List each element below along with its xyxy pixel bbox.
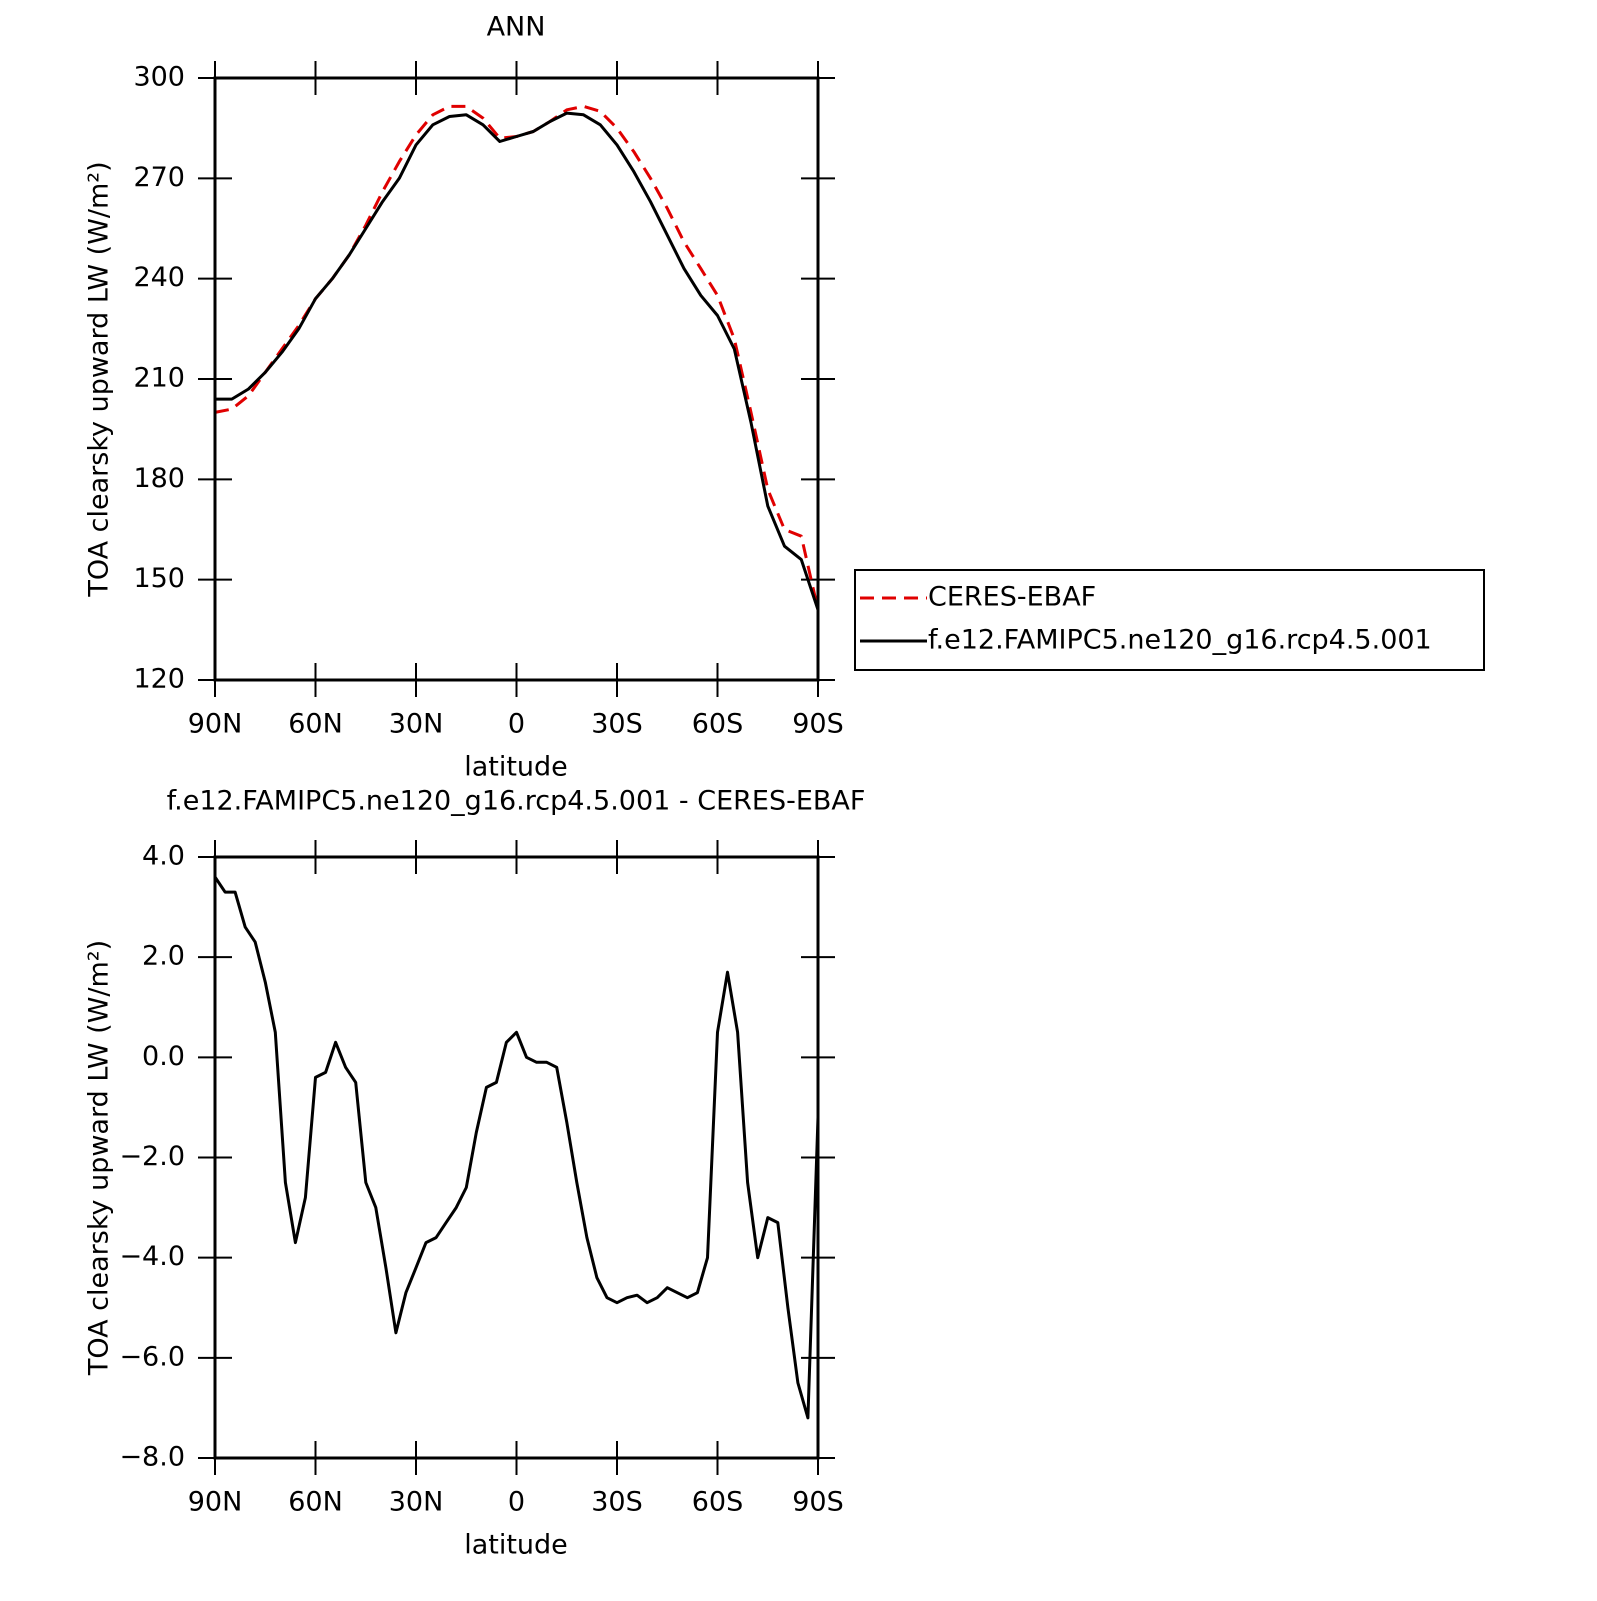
y-axis-label: TOA clearsky upward LW (W/m²) [84,940,115,1376]
x-axis-label: latitude [464,1530,568,1561]
legend-box [854,569,1485,671]
data-line [213,876,820,1420]
x-tick-label: 30N [389,709,444,740]
plot-frame [213,855,820,1460]
y-tick-label: −8.0 [119,1442,185,1473]
y-tick-label: −4.0 [119,1241,185,1272]
x-tick-label: 60N [288,709,343,740]
x-tick-label: 90N [188,1487,243,1518]
data-line [214,104,820,611]
legend-label: CERES-EBAF [928,582,1096,613]
y-tick-label: 300 [133,62,185,93]
y-tick-label: 0.0 [142,1041,185,1072]
y-tick-label: 240 [133,262,185,293]
y-tick-label: 120 [133,664,185,695]
x-tick-label: 60S [692,709,744,740]
y-tick-label: 2.0 [142,941,185,972]
x-tick-label: 90S [792,1487,844,1518]
y-tick-label: 150 [133,563,185,594]
x-axis-label: latitude [464,752,568,783]
x-tick-label: 0 [508,1487,525,1518]
x-tick-label: 30N [389,1487,444,1518]
y-tick-label: 210 [133,363,185,394]
x-tick-label: 30S [591,1487,643,1518]
y-tick-label: 4.0 [142,841,185,872]
chart-title: f.e12.FAMIPC5.ne120_g16.rcp4.5.001 - CER… [167,786,866,817]
x-tick-label: 60S [692,1487,744,1518]
x-tick-label: 90N [188,709,243,740]
data-line [215,111,820,611]
x-tick-label: 60N [288,1487,343,1518]
y-tick-label: −6.0 [119,1341,185,1372]
x-tick-label: 0 [508,709,525,740]
x-tick-label: 30S [591,709,643,740]
y-tick-label: −2.0 [119,1141,185,1172]
y-axis-label: TOA clearsky upward LW (W/m²) [84,161,115,597]
chart-title: ANN [487,12,546,43]
x-tick-label: 90S [792,709,844,740]
legend-label: f.e12.FAMIPC5.ne120_g16.rcp4.5.001 [928,625,1432,656]
plot-frame [213,76,820,682]
y-tick-label: 270 [133,162,185,193]
y-tick-label: 180 [133,463,185,494]
